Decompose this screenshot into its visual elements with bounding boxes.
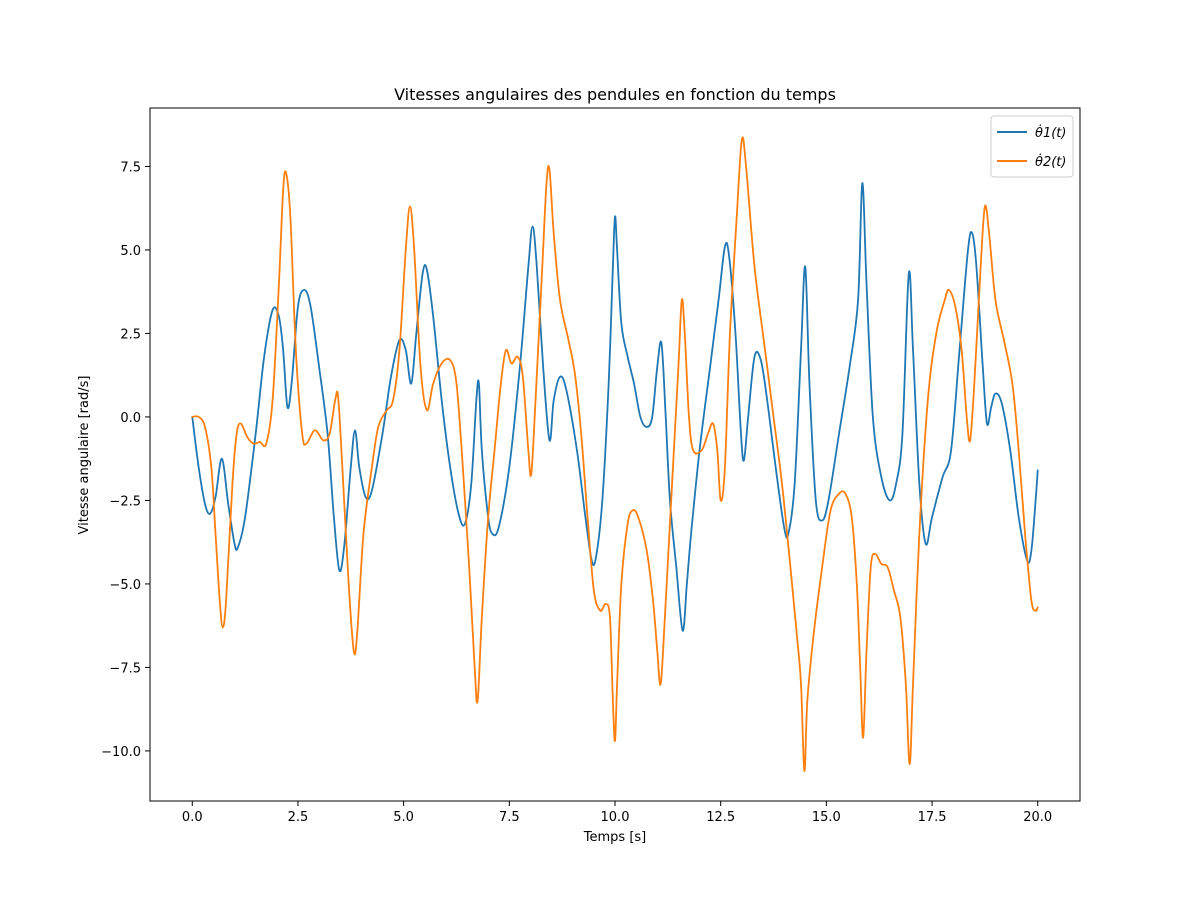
y-tick-label: −7.5 (109, 661, 141, 676)
x-axis: 0.0 2.5 5.0 7.5 10.0 12.5 15.0 17.5 20.0 (182, 801, 1052, 825)
y-tick-label: −10.0 (101, 745, 141, 760)
legend-label-2: θ̇2(t) (1035, 154, 1066, 170)
x-tick-label: 10.0 (601, 810, 630, 825)
y-tick-label: 7.5 (120, 160, 141, 175)
x-tick-label: 20.0 (1023, 810, 1052, 825)
x-tick-label: 12.5 (706, 810, 735, 825)
legend: θ̇1(t) θ̇2(t) (990, 115, 1074, 178)
y-axis: −10.0 −7.5 −5.0 −2.5 0.0 2.5 5.0 7.5 (101, 160, 150, 760)
x-tick-label: 15.0 (812, 810, 841, 825)
x-tick-label: 17.5 (918, 810, 947, 825)
y-tick-label: 5.0 (120, 244, 141, 259)
plot-area (149, 107, 1081, 802)
x-tick-label: 7.5 (499, 810, 520, 825)
legend-label-1: θ̇1(t) (1035, 125, 1066, 141)
y-tick-label: 0.0 (120, 411, 141, 426)
y-tick-label: −2.5 (109, 494, 141, 509)
x-tick-label: 2.5 (288, 810, 309, 825)
x-tick-label: 5.0 (393, 810, 414, 825)
x-tick-label: 0.0 (182, 810, 203, 825)
chart-title: Vitesses angulaires des pendules en fonc… (394, 85, 836, 104)
y-axis-label: Vitesse angulaire [rad/s] (77, 376, 92, 535)
y-tick-label: 2.5 (120, 327, 141, 342)
series-line-2 (191, 136, 1039, 772)
series-line-1 (191, 182, 1039, 632)
y-tick-label: −5.0 (109, 578, 141, 593)
legend-entries: θ̇1(t) θ̇2(t) (997, 125, 1066, 170)
x-axis-label: Temps [s] (583, 830, 646, 845)
series-layer (191, 136, 1039, 772)
